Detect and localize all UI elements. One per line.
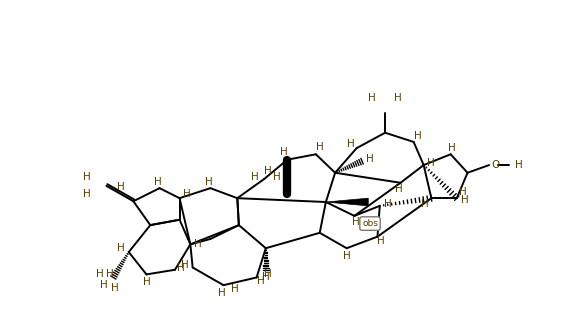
Text: O: O <box>492 160 500 170</box>
Text: H: H <box>461 196 469 206</box>
Text: H: H <box>117 243 125 253</box>
Text: H: H <box>251 172 259 182</box>
Text: H: H <box>279 147 288 157</box>
Text: H: H <box>413 131 421 141</box>
Text: H: H <box>231 284 239 294</box>
Text: H: H <box>83 172 91 182</box>
Text: H: H <box>262 272 270 283</box>
Text: H: H <box>183 189 191 199</box>
Text: H: H <box>448 143 456 153</box>
Text: H: H <box>377 236 385 246</box>
Text: H: H <box>273 172 281 182</box>
Text: H: H <box>394 93 402 103</box>
Text: H: H <box>352 217 360 227</box>
Text: H: H <box>111 283 119 293</box>
Text: H: H <box>106 269 114 280</box>
Text: H: H <box>421 199 429 209</box>
Text: H: H <box>515 160 522 170</box>
Text: H: H <box>347 139 354 149</box>
Text: H: H <box>83 189 91 199</box>
Text: H: H <box>343 251 351 261</box>
Text: H: H <box>100 280 108 290</box>
Text: H: H <box>368 93 376 103</box>
Text: H: H <box>194 239 202 249</box>
Text: H: H <box>264 166 272 176</box>
Text: H: H <box>427 158 435 168</box>
Text: H: H <box>181 260 189 270</box>
Text: H: H <box>218 288 226 298</box>
Text: H: H <box>177 263 185 273</box>
Text: H: H <box>316 141 324 152</box>
Text: H: H <box>95 269 104 280</box>
Text: H: H <box>154 177 162 187</box>
Text: H: H <box>264 268 272 279</box>
Text: obs: obs <box>362 219 378 228</box>
Text: H: H <box>395 184 403 194</box>
Text: H: H <box>117 182 125 192</box>
Text: H: H <box>384 199 392 209</box>
Text: H: H <box>366 154 374 164</box>
Text: H: H <box>256 276 264 286</box>
Text: H: H <box>143 277 150 287</box>
Text: H: H <box>205 177 213 187</box>
Text: H: H <box>459 187 467 197</box>
Polygon shape <box>326 198 368 206</box>
